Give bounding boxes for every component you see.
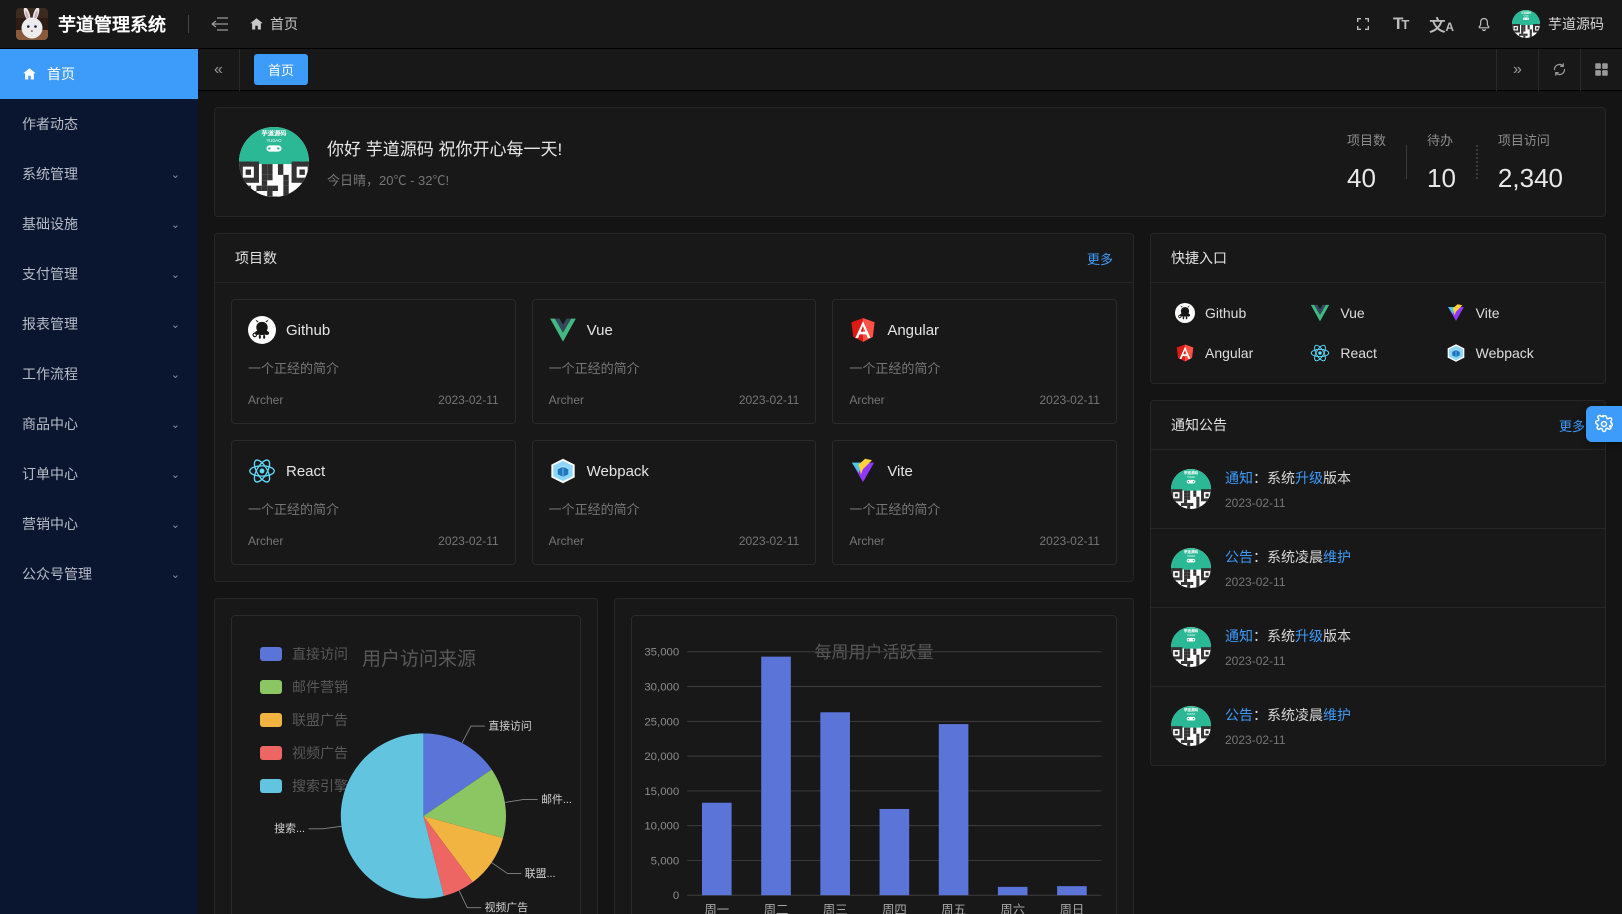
svg-text:20,000: 20,000 [644,751,679,763]
svg-text:联盟...: 联盟... [525,867,556,880]
svg-text:35,000: 35,000 [644,647,679,659]
svg-text:5,000: 5,000 [651,855,680,867]
svg-text:周三: 周三 [823,903,848,914]
svg-text:0: 0 [673,890,679,902]
svg-text:周四: 周四 [882,903,907,914]
svg-text:邮件...: 邮件... [541,793,572,806]
svg-text:25,000: 25,000 [644,716,679,728]
svg-text:直接访问: 直接访问 [488,719,531,733]
svg-text:周五: 周五 [941,903,966,914]
svg-text:周二: 周二 [764,903,789,914]
svg-text:周日: 周日 [1060,903,1085,914]
svg-text:搜索...: 搜索... [274,821,305,835]
svg-text:30,000: 30,000 [644,682,679,694]
svg-text:周一: 周一 [704,903,729,914]
svg-text:15,000: 15,000 [644,786,679,798]
svg-text:视频广告: 视频广告 [485,900,529,914]
svg-text:周六: 周六 [1000,903,1025,914]
svg-text:10,000: 10,000 [644,821,679,833]
